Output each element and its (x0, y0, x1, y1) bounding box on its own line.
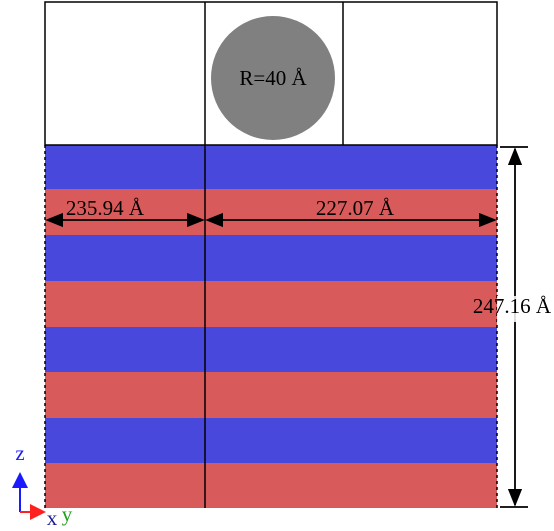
axis-z: z (15, 441, 24, 465)
figure: R=40 Å 235.94 Å 227.07 Å 247.16 Å z x y (0, 0, 554, 531)
left-width-label: 235.94 Å (66, 196, 145, 220)
radius-label: R=40 Å (239, 66, 307, 90)
right-width-label: 227.07 Å (316, 196, 395, 220)
axis-y: y (62, 502, 73, 526)
axis-x: x (47, 506, 58, 530)
height-label: 247.16 Å (473, 294, 552, 318)
